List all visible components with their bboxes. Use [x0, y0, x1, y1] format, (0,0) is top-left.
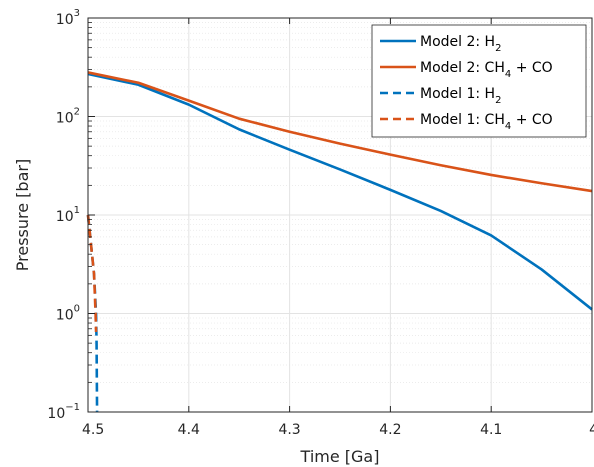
x-tick-label: 4.1 — [480, 422, 502, 438]
x-tick-label: 4 — [589, 422, 594, 438]
y-tick-label: 101 — [56, 205, 80, 225]
x-axis-ticks: 4.5 4.4 4.3 4.2 4.1 4 — [82, 18, 594, 438]
legend: Model 2: H2 Model 2: CH4 + CO Model 1: H2 M… — [371, 24, 587, 138]
series-line-4 — [86, 214, 98, 332]
y-tick-label: 102 — [56, 107, 80, 127]
x-tick-label: 4.4 — [178, 422, 200, 438]
legend-label-2: Model 2: CH4 + CO — [420, 60, 553, 80]
x-tick-label: 4.5 — [82, 422, 104, 438]
y-tick-label: 100 — [56, 304, 80, 324]
y-axis-label: Pressure [bar] — [13, 159, 32, 271]
legend-label-4: Model 1: CH4 + CO — [420, 112, 553, 132]
x-tick-label: 4.3 — [278, 422, 300, 438]
y-axis-ticks: 10−1 100 101 102 103 — [47, 8, 95, 422]
x-tick-label: 4.2 — [379, 422, 401, 438]
series-line-1 — [87, 72, 593, 311]
legend-label-1: Model 2: H2 — [420, 34, 501, 54]
series-line-2 — [87, 71, 593, 193]
legend-label-3: Model 1: H2 — [420, 86, 501, 106]
y-tick-label: 10−1 — [47, 402, 80, 422]
y-tick-label: 103 — [56, 8, 80, 28]
x-axis-label: Time [Ga] — [300, 447, 380, 466]
series-layer — [86, 71, 593, 413]
